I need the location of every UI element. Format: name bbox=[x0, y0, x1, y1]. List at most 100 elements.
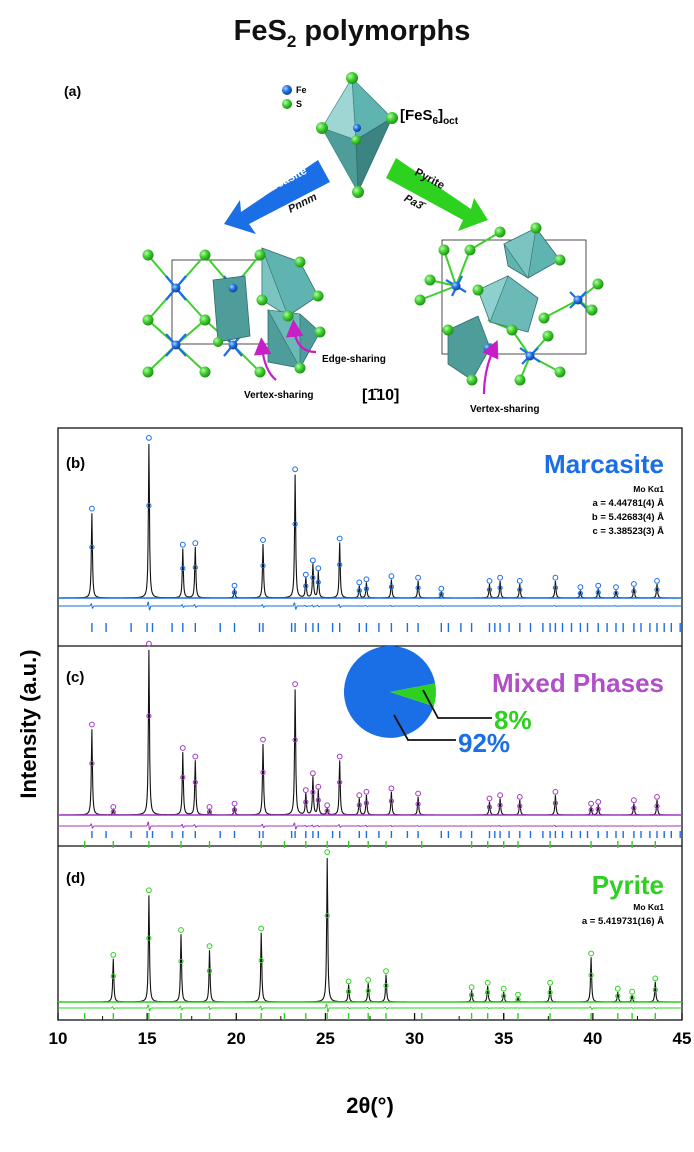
observed-point-1-19 bbox=[516, 578, 523, 584]
observed-point-1-2 bbox=[146, 435, 152, 441]
observed-point-1-9 bbox=[310, 557, 316, 564]
observed-point-2-13 bbox=[324, 802, 331, 809]
observed-point-2-8 bbox=[260, 736, 266, 743]
x-axis: 10 15 20 25 30 35 40 45 bbox=[49, 1013, 692, 1048]
observed-point-mid-2-26 bbox=[654, 803, 660, 809]
observed-point-1-17 bbox=[486, 578, 493, 584]
observed-point-1-15 bbox=[415, 574, 422, 581]
pie-slice-8pct bbox=[390, 683, 436, 707]
x-tick-label-45: 45 bbox=[673, 1029, 692, 1048]
observed-point-mid-3-9 bbox=[383, 983, 389, 989]
observed-point-mid-1-20 bbox=[552, 585, 559, 591]
diffraction-plot: (b) Marcasite Mo Kα1 a = 4.44781(4) Å b … bbox=[16, 427, 692, 1118]
observed-point-mid-2-1 bbox=[89, 760, 95, 767]
observed-point-mid-1-12 bbox=[356, 588, 362, 594]
difference-curve-3 bbox=[58, 1003, 682, 1013]
observed-point-3-10 bbox=[468, 984, 475, 991]
pie-leader-8 bbox=[422, 689, 492, 719]
observed-point-mid-3-7 bbox=[346, 989, 352, 995]
panel-b-param-2: a = 4.44781(4) Å bbox=[592, 498, 664, 509]
marcasite-arrow: Marcasite Pnnm bbox=[224, 160, 330, 234]
vertex-sharing-left-arrow bbox=[253, 337, 277, 381]
y-axis-label: Intensity (a.u.) bbox=[16, 649, 41, 798]
observed-point-1-1 bbox=[89, 505, 95, 512]
observed-point-1-5 bbox=[231, 582, 238, 589]
observed-point-mid-2-24 bbox=[595, 806, 601, 812]
observed-point-mid-2-6 bbox=[206, 809, 213, 815]
observed-point-mid-2-20 bbox=[497, 802, 503, 808]
observed-point-2-21 bbox=[516, 794, 523, 800]
observed-point-mid-3-11 bbox=[485, 989, 491, 996]
vertex-sharing-left-label: Vertex-sharing bbox=[244, 390, 313, 401]
observed-point-3-16 bbox=[614, 985, 621, 992]
observed-point-mid-1-14 bbox=[388, 584, 394, 590]
s-legend-label: S bbox=[296, 99, 302, 109]
pyrite-structure bbox=[414, 222, 604, 386]
observed-point-3-3 bbox=[178, 927, 184, 933]
observed-point-3-17 bbox=[629, 988, 635, 995]
observed-point-1-7 bbox=[292, 466, 299, 473]
fe-legend-dot bbox=[282, 85, 292, 95]
observed-point-mid-2-17 bbox=[388, 798, 394, 804]
panel-b-param-4: c = 3.38523(3) Å bbox=[592, 526, 664, 537]
observed-point-2-26 bbox=[654, 794, 660, 800]
observed-point-3-15 bbox=[588, 950, 594, 957]
observed-point-mid-2-23 bbox=[588, 807, 594, 813]
observed-point-mid-1-8 bbox=[303, 583, 309, 589]
observed-point-2-9 bbox=[292, 681, 299, 687]
observed-point-mid-2-12 bbox=[315, 797, 321, 803]
observed-point-mid-2-8 bbox=[260, 769, 266, 776]
x-tick-label-10: 10 bbox=[49, 1029, 68, 1048]
x-tick-label-30: 30 bbox=[405, 1029, 424, 1048]
observed-point-mid-1-16 bbox=[438, 591, 444, 597]
panel-b-label: (b) bbox=[66, 455, 85, 472]
panel-d-label: (d) bbox=[66, 870, 85, 887]
direction-label: [1̄10] bbox=[362, 387, 399, 404]
observed-point-3-9 bbox=[383, 968, 389, 974]
x-tick-label-40: 40 bbox=[583, 1029, 602, 1048]
observed-point-1-3 bbox=[179, 541, 186, 548]
observed-point-mid-3-2 bbox=[146, 935, 152, 941]
observed-point-3-11 bbox=[484, 979, 491, 986]
observed-point-mid-1-21 bbox=[577, 590, 584, 597]
difference-curve-2 bbox=[58, 821, 682, 831]
observed-point-2-2 bbox=[110, 804, 117, 810]
observed-point-mid-3-5 bbox=[258, 957, 264, 964]
panel-b-param-3: b = 5.42683(4) Å bbox=[592, 512, 664, 523]
observed-point-2-6 bbox=[206, 804, 213, 810]
observed-point-mid-1-24 bbox=[631, 588, 637, 595]
observed-point-2-16 bbox=[363, 788, 370, 795]
observed-point-2-17 bbox=[388, 785, 395, 792]
observed-point-3-4 bbox=[206, 943, 213, 949]
observed-point-3-5 bbox=[258, 925, 265, 932]
observed-point-mid-1-5 bbox=[231, 589, 238, 596]
observed-point-mid-2-5 bbox=[192, 779, 198, 785]
observed-point-mid-1-4 bbox=[192, 564, 198, 571]
observed-point-mid-2-2 bbox=[110, 809, 116, 815]
observed-point-2-3 bbox=[146, 640, 152, 647]
observed-point-1-25 bbox=[654, 578, 660, 584]
panel-b-param-1: Mo Kα1 bbox=[633, 484, 664, 494]
observed-point-1-14 bbox=[388, 573, 395, 580]
observed-point-3-2 bbox=[146, 887, 152, 894]
observed-point-2-11 bbox=[310, 770, 316, 777]
observed-point-mid-3-17 bbox=[629, 995, 635, 1001]
x-tick-label-35: 35 bbox=[494, 1029, 513, 1048]
observed-point-mid-3-15 bbox=[588, 972, 594, 978]
observed-point-mid-1-7 bbox=[292, 521, 298, 527]
pie-label-8: 8% bbox=[494, 705, 532, 735]
observed-point-mid-2-21 bbox=[517, 803, 523, 809]
observed-point-1-13 bbox=[363, 576, 370, 583]
observed-point-2-23 bbox=[588, 800, 594, 807]
observed-point-mid-2-9 bbox=[292, 737, 298, 743]
observed-point-3-14 bbox=[547, 979, 553, 986]
observed-point-mid-3-10 bbox=[469, 992, 475, 998]
observed-point-1-18 bbox=[497, 574, 504, 581]
x-tick-label-15: 15 bbox=[138, 1029, 157, 1048]
observed-point-mid-1-19 bbox=[517, 587, 523, 593]
observed-point-1-8 bbox=[302, 571, 309, 578]
observed-point-3-6 bbox=[324, 849, 331, 855]
observed-point-1-4 bbox=[192, 540, 199, 547]
observed-point-mid-2-18 bbox=[415, 801, 421, 807]
octahedron-label: [FeS6]oct bbox=[400, 107, 459, 127]
